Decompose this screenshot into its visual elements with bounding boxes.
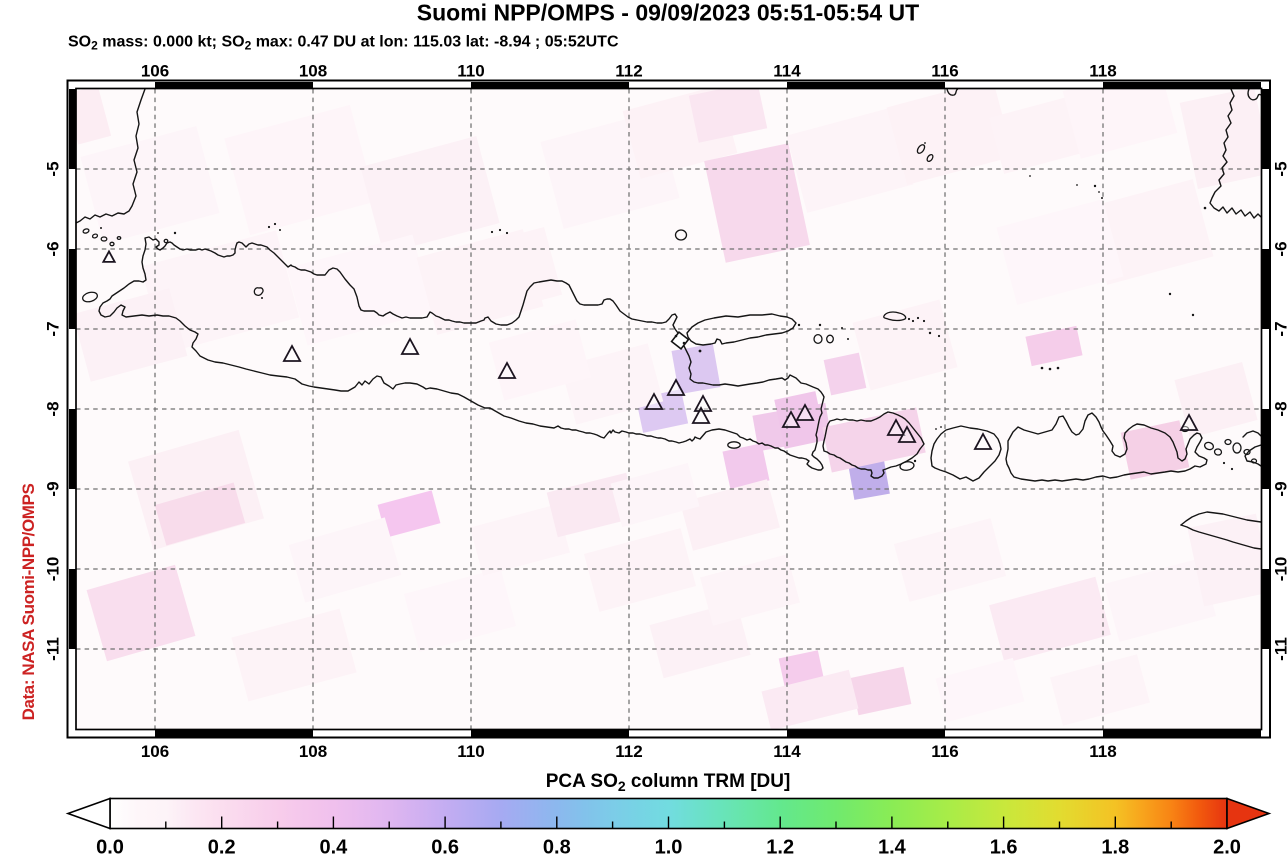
- svg-text:SO2 mass: 0.000 kt; SO2 max: 0: SO2 mass: 0.000 kt; SO2 max: 0.47 DU at …: [68, 34, 619, 53]
- svg-text:-8: -8: [1272, 401, 1288, 416]
- svg-text:112: 112: [615, 62, 642, 81]
- svg-text:1.4: 1.4: [878, 837, 907, 855]
- svg-text:-10: -10: [1272, 557, 1288, 582]
- svg-text:110: 110: [457, 742, 484, 761]
- svg-text:0.8: 0.8: [543, 837, 571, 855]
- svg-text:1.8: 1.8: [1101, 837, 1129, 855]
- svg-text:-11: -11: [44, 637, 63, 661]
- svg-text:110: 110: [457, 62, 484, 81]
- svg-text:0.4: 0.4: [319, 837, 348, 855]
- svg-text:118: 118: [1089, 62, 1116, 81]
- svg-text:1.6: 1.6: [990, 837, 1018, 855]
- svg-text:0.0: 0.0: [96, 837, 124, 855]
- svg-text:118: 118: [1089, 742, 1116, 761]
- svg-text:116: 116: [931, 62, 958, 81]
- svg-text:-10: -10: [44, 557, 63, 582]
- svg-text:106: 106: [141, 62, 169, 81]
- svg-text:-9: -9: [44, 481, 63, 496]
- svg-text:106: 106: [141, 742, 169, 761]
- svg-text:-7: -7: [1272, 321, 1288, 336]
- svg-text:-6: -6: [44, 241, 63, 256]
- svg-text:-5: -5: [1272, 161, 1288, 176]
- svg-text:-11: -11: [1272, 637, 1288, 661]
- svg-text:-8: -8: [44, 401, 63, 416]
- svg-text:114: 114: [773, 62, 801, 81]
- svg-text:-6: -6: [1272, 241, 1288, 256]
- svg-text:Suomi NPP/OMPS - 09/09/2023 05: Suomi NPP/OMPS - 09/09/2023 05:51-05:54 …: [417, 0, 919, 26]
- svg-text:1.2: 1.2: [766, 837, 794, 855]
- svg-text:Data: NASA Suomi-NPP/OMPS: Data: NASA Suomi-NPP/OMPS: [19, 484, 38, 721]
- svg-text:PCA SO2 column TRM [DU]: PCA SO2 column TRM [DU]: [546, 771, 791, 794]
- svg-text:112: 112: [615, 742, 642, 761]
- svg-text:2.0: 2.0: [1213, 837, 1241, 855]
- svg-text:0.6: 0.6: [431, 837, 459, 855]
- svg-text:108: 108: [299, 62, 327, 81]
- svg-text:0.2: 0.2: [208, 837, 236, 855]
- svg-text:-9: -9: [1272, 481, 1288, 496]
- svg-text:-7: -7: [44, 321, 63, 336]
- svg-text:116: 116: [931, 742, 958, 761]
- svg-text:1.0: 1.0: [655, 837, 683, 855]
- svg-text:108: 108: [299, 742, 327, 761]
- svg-text:114: 114: [773, 742, 801, 761]
- svg-text:-5: -5: [44, 161, 63, 176]
